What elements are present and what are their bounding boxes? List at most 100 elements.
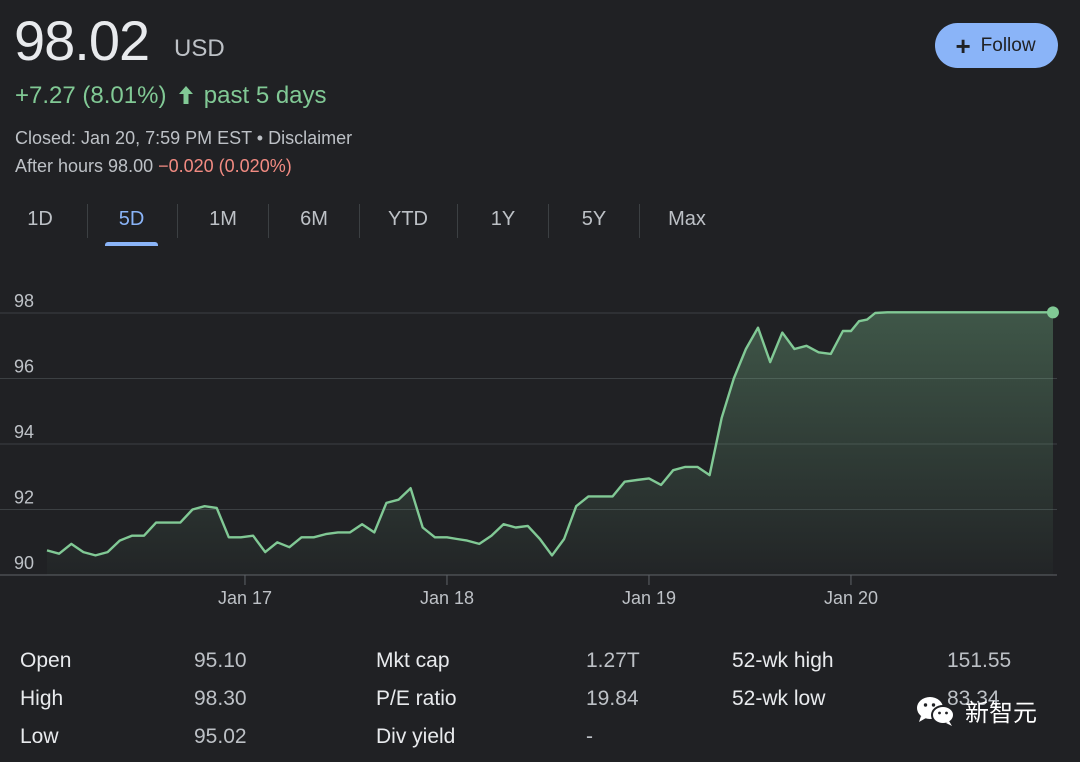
- wechat-icon: [917, 696, 955, 726]
- price-point: [573, 503, 579, 509]
- price-point: [597, 493, 603, 499]
- price-point: [989, 309, 995, 315]
- stat-value: 19.84: [586, 687, 639, 710]
- stat-label: P/E ratio: [376, 687, 457, 710]
- price-point: [117, 538, 123, 544]
- price-point: [884, 309, 890, 315]
- price-point: [743, 346, 749, 352]
- price-point: [432, 534, 438, 540]
- price-point: [929, 309, 935, 315]
- x-tick-label: Jan 19: [622, 588, 676, 608]
- price-point: [513, 525, 519, 531]
- tab-5y[interactable]: 5Y: [581, 208, 607, 230]
- stat-label: 52-wk low: [732, 687, 826, 710]
- x-tick-label: Jan 18: [420, 588, 474, 608]
- stat-value: -: [586, 725, 593, 748]
- stat-value: 151.55: [947, 649, 1012, 672]
- watermark: 新智元: [915, 693, 1037, 728]
- price-point: [214, 505, 220, 511]
- change-value: +7.27 (8.01%): [15, 82, 167, 109]
- after-hours-change: −0.020 (0.020%): [158, 156, 292, 176]
- price-point: [872, 310, 878, 316]
- tab-divider: [87, 204, 88, 238]
- price-point: [719, 415, 725, 421]
- price-point: [1001, 309, 1007, 315]
- plus-icon: +: [955, 30, 971, 61]
- follow-button[interactable]: + Follow: [935, 23, 1058, 68]
- stat-label: Open: [20, 649, 72, 672]
- price-series-line: [46, 311, 1053, 557]
- price-point: [561, 536, 567, 542]
- price-point: [840, 328, 846, 334]
- price-point: [816, 349, 822, 355]
- price-point: [537, 536, 543, 542]
- price-point: [779, 330, 785, 336]
- price-point: [129, 533, 135, 539]
- range-tabs: 1D 5D 1M 6M YTD 1Y 5Y Max: [0, 200, 740, 246]
- price-point: [444, 534, 450, 540]
- price-chart[interactable]: 90 92 94 96 98 Jan 17 Jan 18 Jan 19 Jan 20: [0, 290, 1080, 620]
- tab-5d[interactable]: 5D: [105, 200, 158, 246]
- price-point: [945, 309, 951, 315]
- price-point: [359, 521, 365, 527]
- price-point: [395, 497, 401, 503]
- x-tick-label: Jan 17: [218, 588, 272, 608]
- price-point: [864, 317, 870, 323]
- price-point: [848, 328, 854, 334]
- y-tick-label: 92: [14, 488, 34, 508]
- tab-max[interactable]: Max: [668, 208, 706, 230]
- y-tick-label: 90: [14, 553, 34, 573]
- price-point: [973, 309, 979, 315]
- price-point: [105, 549, 111, 555]
- y-tick-label: 96: [14, 357, 34, 377]
- tab-1m[interactable]: 1M: [209, 208, 237, 230]
- price-point: [658, 482, 664, 488]
- tab-divider: [359, 204, 360, 238]
- stat-value: 95.02: [194, 725, 247, 748]
- price-point: [585, 493, 591, 499]
- price-point: [961, 309, 967, 315]
- after-hours-label: After hours 98.00: [15, 156, 154, 176]
- stat-value: 1.27T: [586, 649, 640, 672]
- x-tick-label: Jan 20: [824, 588, 878, 608]
- price-point: [525, 523, 531, 529]
- price-point: [856, 318, 862, 324]
- price-point: [226, 534, 232, 540]
- price-point: [383, 500, 389, 506]
- price-point: [755, 325, 761, 331]
- follow-label: Follow: [980, 34, 1036, 56]
- price-point: [56, 551, 62, 557]
- price-point: [189, 507, 195, 513]
- price-point: [694, 464, 700, 470]
- price-point: [454, 536, 460, 542]
- price-point: [464, 538, 470, 544]
- price-point: [476, 541, 482, 547]
- stat-value: 95.10: [194, 649, 247, 672]
- tab-divider: [457, 204, 458, 238]
- after-hours: After hours 98.00 −0.020 (0.020%): [15, 156, 292, 177]
- tab-1y[interactable]: 1Y: [490, 208, 516, 230]
- price-point: [274, 539, 280, 545]
- tab-ytd[interactable]: YTD: [388, 208, 428, 230]
- price-point: [767, 359, 773, 365]
- price-point: [1030, 309, 1036, 315]
- price-point: [202, 503, 208, 509]
- price-point: [900, 309, 906, 315]
- arrow-up-icon: [179, 86, 194, 104]
- tab-1d[interactable]: 1D: [27, 208, 53, 230]
- price-point: [141, 533, 147, 539]
- price-point: [92, 552, 98, 558]
- price-point: [420, 525, 426, 531]
- tab-6m[interactable]: 6M: [300, 208, 328, 230]
- price-point: [311, 534, 317, 540]
- price-point: [262, 549, 268, 555]
- stat-value: 98.30: [194, 687, 247, 710]
- price-point: [707, 472, 713, 478]
- price-point: [44, 547, 50, 553]
- price-point: [913, 309, 919, 315]
- price-area-fill: [47, 312, 1053, 575]
- price-point: [682, 464, 688, 470]
- price-point: [80, 549, 86, 555]
- stat-label: Low: [20, 725, 59, 748]
- price-point: [408, 485, 414, 491]
